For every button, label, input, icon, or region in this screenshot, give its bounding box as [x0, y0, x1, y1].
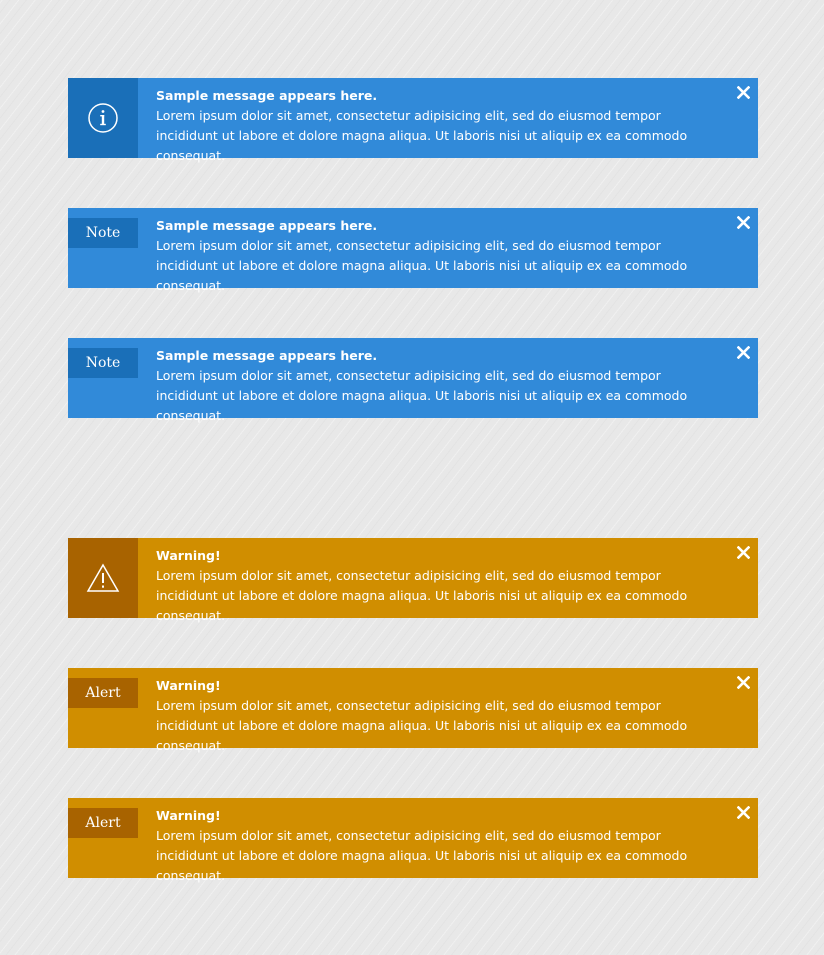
alert-title: Warning! [156, 678, 221, 693]
alert-content: Sample message appears here. Lorem ipsum… [156, 216, 716, 296]
alert-title: Warning! [156, 808, 221, 823]
close-icon[interactable] [735, 804, 751, 820]
alert-tag: Alert [68, 808, 138, 838]
close-icon[interactable] [735, 344, 751, 360]
alert-tag: Alert [68, 678, 138, 708]
info-alert-icon: Sample message appears here. Lorem ipsum… [68, 78, 758, 163]
alert-content: Sample message appears here. Lorem ipsum… [156, 86, 716, 166]
close-icon[interactable] [735, 84, 751, 100]
warning-triangle-icon [68, 538, 138, 618]
alert-content: Warning! Lorem ipsum dolor sit amet, con… [156, 676, 716, 756]
alert-body: Lorem ipsum dolor sit amet, consectetur … [156, 108, 688, 163]
alert-body: Lorem ipsum dolor sit amet, consectetur … [156, 698, 688, 753]
alert-body: Lorem ipsum dolor sit amet, consectetur … [156, 828, 688, 883]
note-tag: Note [68, 348, 138, 378]
warning-alert-tag: Alert Warning! Lorem ipsum dolor sit ame… [68, 798, 758, 883]
close-icon[interactable] [735, 674, 751, 690]
close-icon[interactable] [735, 544, 751, 560]
alert-title: Sample message appears here. [156, 218, 378, 233]
alert-title: Warning! [156, 548, 221, 563]
alert-content: Warning! Lorem ipsum dolor sit amet, con… [156, 806, 716, 886]
info-circle-icon [68, 78, 138, 158]
info-alert-note: Note Sample message appears here. Lorem … [68, 338, 758, 423]
warning-alert-icon: Warning! Lorem ipsum dolor sit amet, con… [68, 538, 758, 623]
alert-content: Sample message appears here. Lorem ipsum… [156, 346, 716, 426]
alert-body: Lorem ipsum dolor sit amet, consectetur … [156, 568, 688, 623]
warning-alert-tag: Alert Warning! Lorem ipsum dolor sit ame… [68, 668, 758, 753]
note-tag: Note [68, 218, 138, 248]
alert-body: Lorem ipsum dolor sit amet, consectetur … [156, 238, 688, 293]
alert-title: Sample message appears here. [156, 88, 378, 103]
alert-body: Lorem ipsum dolor sit amet, consectetur … [156, 368, 688, 423]
close-icon[interactable] [735, 214, 751, 230]
alert-content: Warning! Lorem ipsum dolor sit amet, con… [156, 546, 716, 626]
alert-title: Sample message appears here. [156, 348, 378, 363]
info-alert-note: Note Sample message appears here. Lorem … [68, 208, 758, 293]
